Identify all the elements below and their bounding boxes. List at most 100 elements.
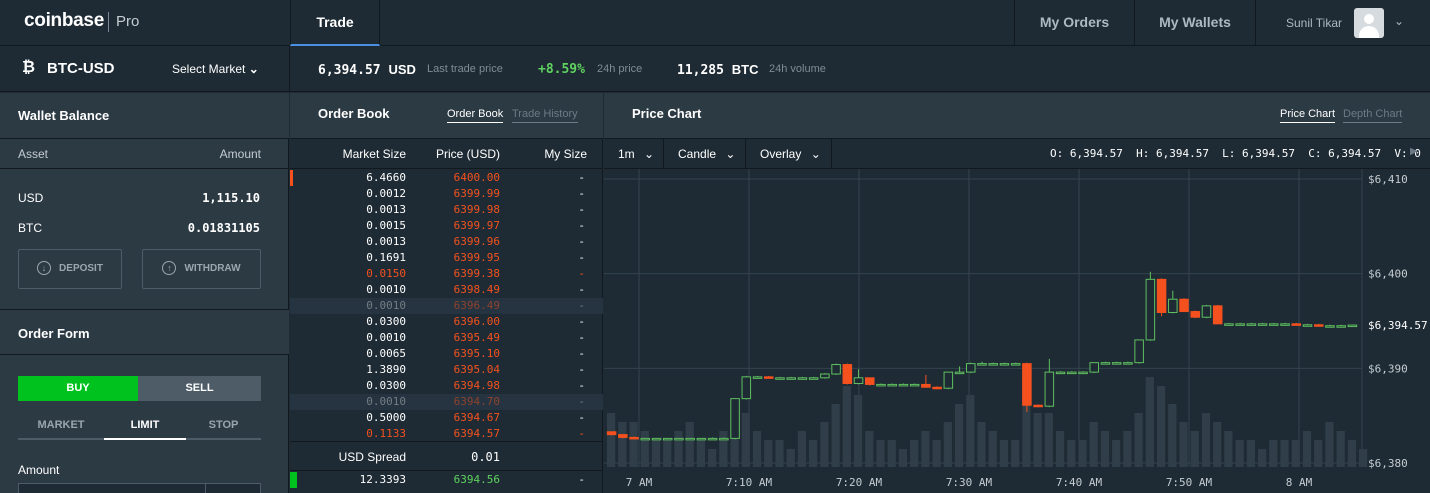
tab-market[interactable]: MARKET — [37, 419, 85, 431]
ask-row[interactable]: 0.0010 6396.49 - — [290, 298, 603, 314]
chart-style-dropdown[interactable]: Candle ⌄ — [664, 139, 746, 169]
volume-bar — [1213, 422, 1222, 467]
ask-row[interactable]: 0.5000 6394.67 - — [290, 410, 603, 426]
ask-row[interactable]: 0.0150 6399.38 - — [290, 266, 603, 282]
ask-row[interactable]: 0.0012 6399.99 - — [290, 186, 603, 202]
candle-up — [1347, 324, 1358, 328]
ask-row[interactable]: 0.0010 6395.49 - — [290, 330, 603, 346]
candle-up — [1325, 325, 1335, 328]
ask-price: 6394.57 — [453, 427, 500, 440]
candle-up — [887, 383, 897, 387]
ask-row[interactable]: 0.0015 6399.97 - — [290, 218, 603, 234]
amount-input[interactable] — [18, 483, 206, 493]
chart-toolbar: 1m ⌄ Candle ⌄ Overlay ⌄ O: 6,394.57 H: 6… — [604, 139, 1430, 169]
volume-bar — [1168, 404, 1177, 467]
volume-bar — [1156, 386, 1166, 467]
volume-bar — [1044, 413, 1053, 467]
ask-row[interactable]: 6.4660 6400.00 - — [290, 170, 603, 186]
volume-label: 24h volume — [769, 63, 826, 75]
ask-my-size: - — [578, 363, 585, 376]
candlestick-chart[interactable]: $6,410 $6,400 $6,390 $6,380 $6,394.57 7 AM 7:1… — [604, 169, 1430, 493]
volume-bar — [1224, 431, 1233, 467]
bid-price: 6394.56 — [453, 473, 500, 486]
volume-bar — [1246, 440, 1255, 467]
select-market-dropdown[interactable]: Select Market ⌄ — [172, 62, 259, 76]
ask-my-size: - — [578, 315, 585, 328]
ask-price: 6395.04 — [453, 363, 500, 376]
ask-row[interactable]: 0.0010 6394.70 - — [290, 394, 603, 410]
logo-pro-label: Pro — [116, 13, 140, 30]
my-orders-link[interactable]: My Orders — [1014, 0, 1134, 46]
candle-up — [853, 377, 864, 384]
arrow-up-circle-icon: ↑ — [162, 261, 177, 276]
ask-row[interactable]: 0.0013 6399.98 - — [290, 202, 603, 218]
volume-bar — [607, 413, 616, 467]
last-price-label: Last trade price — [427, 63, 503, 75]
volume-bar — [1100, 431, 1110, 467]
ask-size: 0.0013 — [366, 235, 406, 248]
order-book-panel: Order Book Order Book Trade History Mark… — [290, 93, 603, 493]
candle-up — [1257, 323, 1268, 326]
deposit-button[interactable]: ↓ DEPOSIT — [18, 249, 122, 289]
spread-label: USD Spread — [338, 450, 406, 464]
withdraw-button[interactable]: ↑ WITHDRAW — [142, 249, 261, 289]
my-wallets-link[interactable]: My Wallets — [1134, 0, 1256, 46]
volume: 11,285 BTC — [677, 62, 759, 78]
interval-dropdown[interactable]: 1m ⌄ — [604, 139, 664, 169]
ask-price: 6399.98 — [453, 203, 500, 216]
candle-up — [1145, 278, 1156, 341]
price-chart-header: Price Chart Price Chart Depth Chart — [604, 93, 1430, 139]
play-icon[interactable]: ▶ — [1410, 146, 1418, 157]
chevron-down-icon: ⌄ — [248, 62, 259, 76]
volume-bar — [1078, 440, 1087, 467]
volume-bar — [820, 422, 829, 467]
overlay-dropdown[interactable]: Overlay ⌄ — [746, 139, 832, 169]
ask-row[interactable]: 0.1691 6399.95 - — [290, 250, 603, 266]
ask-row[interactable]: 0.1133 6394.57 - — [290, 426, 603, 442]
candle-down — [1212, 305, 1223, 325]
candle-up — [741, 376, 752, 400]
volume-bar — [1359, 449, 1368, 467]
ask-row[interactable]: 1.3890 6395.04 - — [290, 362, 603, 378]
ask-row[interactable]: 0.0300 6396.00 - — [290, 314, 603, 330]
last-price: 6,394.57 USD — [318, 62, 416, 78]
avatar[interactable] — [1354, 8, 1384, 38]
volume-bar — [988, 431, 997, 467]
tab-order-book[interactable]: Order Book — [447, 108, 504, 123]
volume-bar — [1022, 386, 1031, 467]
ask-row[interactable]: 0.0013 6399.96 - — [290, 234, 603, 250]
ask-my-size: - — [578, 219, 585, 232]
ask-price: 6399.99 — [453, 187, 500, 200]
volume-bar — [853, 395, 863, 467]
candle-up — [719, 437, 729, 441]
volume-bar — [865, 431, 874, 467]
user-name[interactable]: Sunil Tikar — [1286, 16, 1343, 30]
buy-button[interactable]: BUY — [18, 376, 138, 401]
candle-up — [775, 377, 785, 380]
tab-depth-chart[interactable]: Depth Chart — [1343, 108, 1403, 123]
logo-divider — [108, 12, 109, 32]
tab-trade-history[interactable]: Trade History — [512, 108, 578, 123]
candle-up — [909, 383, 920, 387]
left-panel: Wallet Balance Asset Amount USD 1,115.10… — [0, 93, 289, 493]
ask-row[interactable]: 0.0010 6398.49 - — [290, 282, 603, 298]
candle-up — [1224, 323, 1234, 326]
order-book-header: Order Book Order Book Trade History — [290, 93, 603, 139]
ask-price: 6399.96 — [453, 235, 500, 248]
tab-limit[interactable]: LIMIT — [130, 419, 160, 431]
sell-button[interactable]: SELL — [138, 376, 261, 401]
ask-row[interactable]: 0.0300 6394.98 - — [290, 378, 603, 394]
candle-down — [1156, 278, 1167, 313]
bid-row[interactable]: 12.3393 6394.56 - — [290, 472, 603, 488]
ask-my-size: - — [578, 395, 585, 408]
tab-trade[interactable]: Trade — [290, 0, 380, 46]
wallet-header: Wallet Balance — [0, 93, 289, 139]
candle-up — [820, 373, 830, 379]
tab-price-chart[interactable]: Price Chart — [1280, 108, 1336, 123]
volume-bar — [831, 404, 840, 467]
coinbase-logo[interactable]: coinbase — [24, 10, 104, 31]
ask-size: 0.5000 — [366, 411, 406, 424]
tab-stop[interactable]: STOP — [208, 419, 239, 431]
ask-row[interactable]: 0.0065 6395.10 - — [290, 346, 603, 362]
chevron-down-icon[interactable]: ⌄ — [1394, 14, 1405, 28]
